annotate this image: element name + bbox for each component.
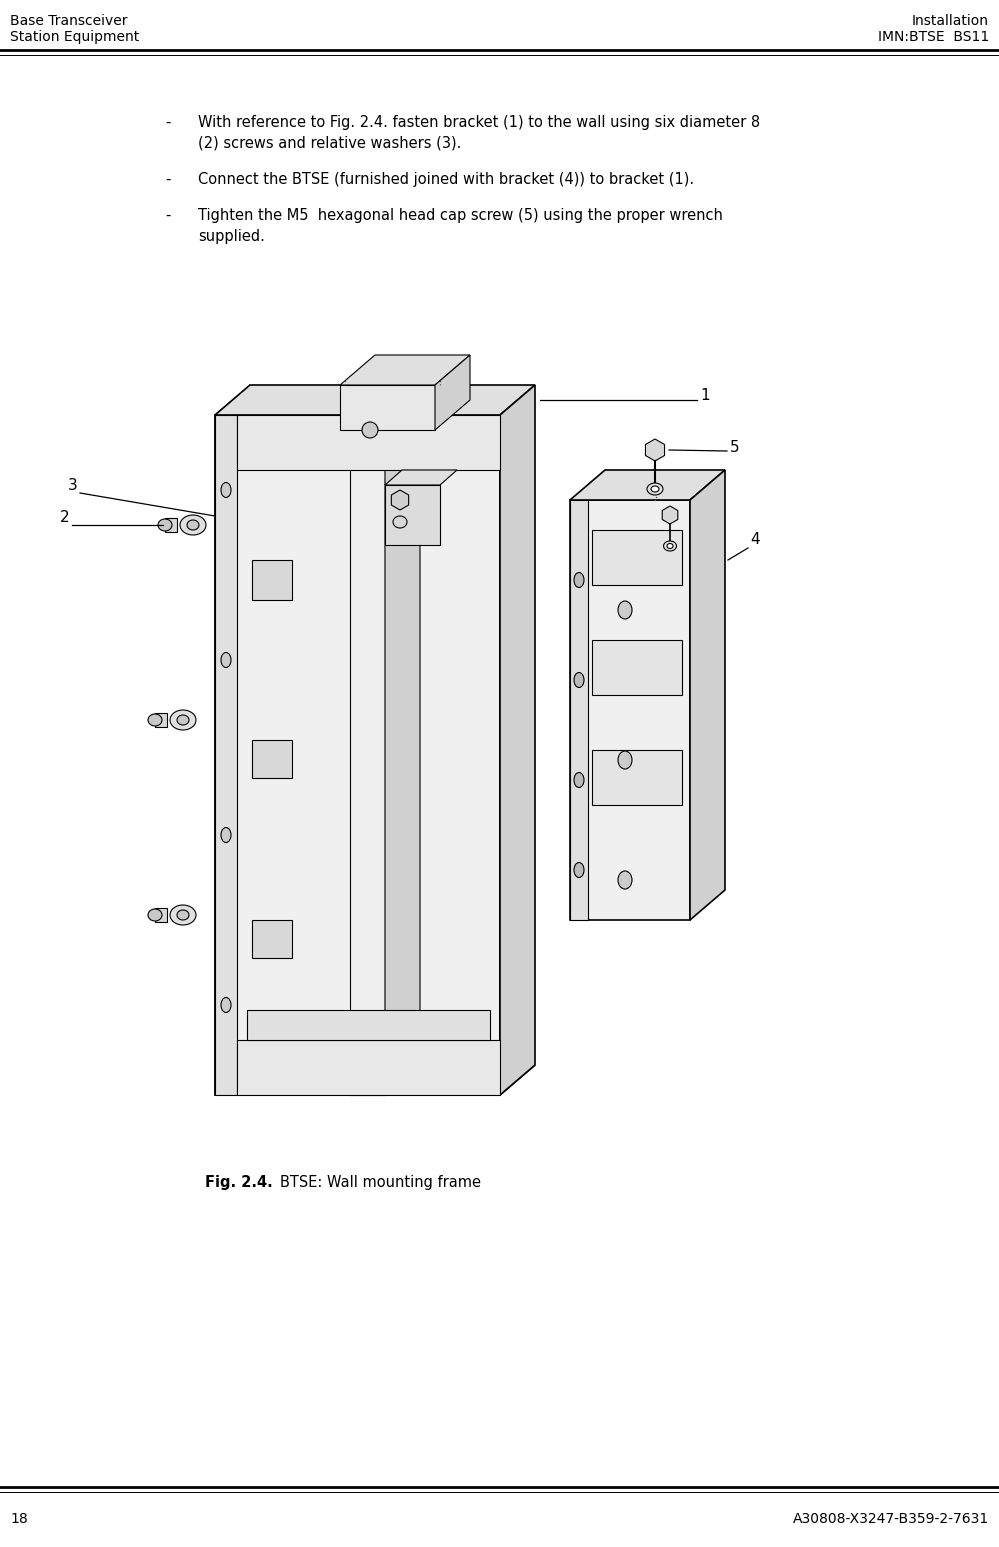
Ellipse shape bbox=[158, 518, 172, 531]
Ellipse shape bbox=[177, 910, 189, 920]
Ellipse shape bbox=[393, 517, 407, 528]
Polygon shape bbox=[500, 385, 535, 1095]
Ellipse shape bbox=[221, 828, 231, 843]
Text: Connect the BTSE (furnished joined with bracket (4)) to bracket (1).: Connect the BTSE (furnished joined with … bbox=[198, 172, 694, 187]
Circle shape bbox=[362, 422, 378, 438]
Text: 3: 3 bbox=[68, 478, 78, 492]
Polygon shape bbox=[215, 415, 237, 1095]
Polygon shape bbox=[435, 354, 470, 430]
Text: 4: 4 bbox=[750, 532, 759, 548]
Ellipse shape bbox=[663, 541, 676, 551]
Polygon shape bbox=[592, 531, 682, 585]
Ellipse shape bbox=[170, 905, 196, 925]
Polygon shape bbox=[215, 385, 535, 415]
Polygon shape bbox=[237, 415, 500, 470]
Polygon shape bbox=[340, 354, 470, 385]
Ellipse shape bbox=[221, 998, 231, 1012]
Ellipse shape bbox=[574, 572, 584, 588]
Polygon shape bbox=[690, 470, 725, 920]
Text: 18: 18 bbox=[10, 1511, 28, 1525]
Text: 2: 2 bbox=[60, 511, 70, 526]
Polygon shape bbox=[645, 439, 664, 461]
Text: Installation: Installation bbox=[912, 14, 989, 28]
Text: -: - bbox=[165, 172, 171, 187]
Ellipse shape bbox=[618, 750, 632, 769]
Polygon shape bbox=[215, 415, 500, 1095]
Ellipse shape bbox=[221, 653, 231, 667]
Polygon shape bbox=[252, 920, 292, 958]
Text: supplied.: supplied. bbox=[198, 229, 265, 244]
Ellipse shape bbox=[180, 515, 206, 535]
Ellipse shape bbox=[574, 772, 584, 787]
Polygon shape bbox=[237, 1040, 500, 1095]
Text: BTSE: Wall mounting frame: BTSE: Wall mounting frame bbox=[280, 1176, 481, 1190]
Ellipse shape bbox=[221, 483, 231, 498]
Text: IMN:BTSE  BS11: IMN:BTSE BS11 bbox=[878, 29, 989, 43]
Text: Fig. 2.4.: Fig. 2.4. bbox=[205, 1176, 273, 1190]
Ellipse shape bbox=[574, 673, 584, 687]
Polygon shape bbox=[570, 500, 588, 920]
Ellipse shape bbox=[647, 483, 663, 495]
Polygon shape bbox=[385, 470, 457, 486]
Polygon shape bbox=[385, 486, 440, 545]
Polygon shape bbox=[592, 640, 682, 695]
Ellipse shape bbox=[177, 715, 189, 726]
Polygon shape bbox=[570, 470, 725, 500]
Polygon shape bbox=[252, 739, 292, 778]
Text: Tighten the M5  hexagonal head cap screw (5) using the proper wrench: Tighten the M5 hexagonal head cap screw … bbox=[198, 207, 723, 223]
Polygon shape bbox=[340, 385, 435, 430]
Text: (2) screws and relative washers (3).: (2) screws and relative washers (3). bbox=[198, 136, 462, 152]
Text: With reference to Fig. 2.4. fasten bracket (1) to the wall using six diameter 8: With reference to Fig. 2.4. fasten brack… bbox=[198, 114, 760, 130]
Ellipse shape bbox=[170, 710, 196, 730]
Polygon shape bbox=[165, 518, 177, 532]
Polygon shape bbox=[392, 490, 409, 511]
Text: -: - bbox=[165, 114, 171, 130]
Polygon shape bbox=[662, 506, 677, 524]
Text: 5: 5 bbox=[730, 441, 739, 455]
Ellipse shape bbox=[187, 520, 199, 531]
Polygon shape bbox=[570, 500, 690, 920]
Polygon shape bbox=[592, 750, 682, 804]
Ellipse shape bbox=[618, 871, 632, 890]
Text: Base Transceiver: Base Transceiver bbox=[10, 14, 128, 28]
Polygon shape bbox=[350, 390, 385, 1095]
Polygon shape bbox=[155, 713, 167, 727]
Polygon shape bbox=[215, 385, 250, 1095]
Polygon shape bbox=[155, 908, 167, 922]
Polygon shape bbox=[385, 360, 420, 1095]
Ellipse shape bbox=[651, 486, 659, 492]
Text: 1: 1 bbox=[700, 387, 709, 402]
Text: Station Equipment: Station Equipment bbox=[10, 29, 139, 43]
Polygon shape bbox=[252, 560, 292, 600]
Polygon shape bbox=[350, 360, 420, 390]
Ellipse shape bbox=[574, 863, 584, 877]
Ellipse shape bbox=[618, 600, 632, 619]
Polygon shape bbox=[215, 1064, 535, 1095]
Text: -: - bbox=[165, 207, 171, 223]
Polygon shape bbox=[247, 1010, 490, 1040]
Text: A30808-X3247-B359-2-7631: A30808-X3247-B359-2-7631 bbox=[793, 1511, 989, 1525]
Ellipse shape bbox=[667, 543, 673, 549]
Ellipse shape bbox=[148, 715, 162, 726]
Ellipse shape bbox=[148, 910, 162, 920]
